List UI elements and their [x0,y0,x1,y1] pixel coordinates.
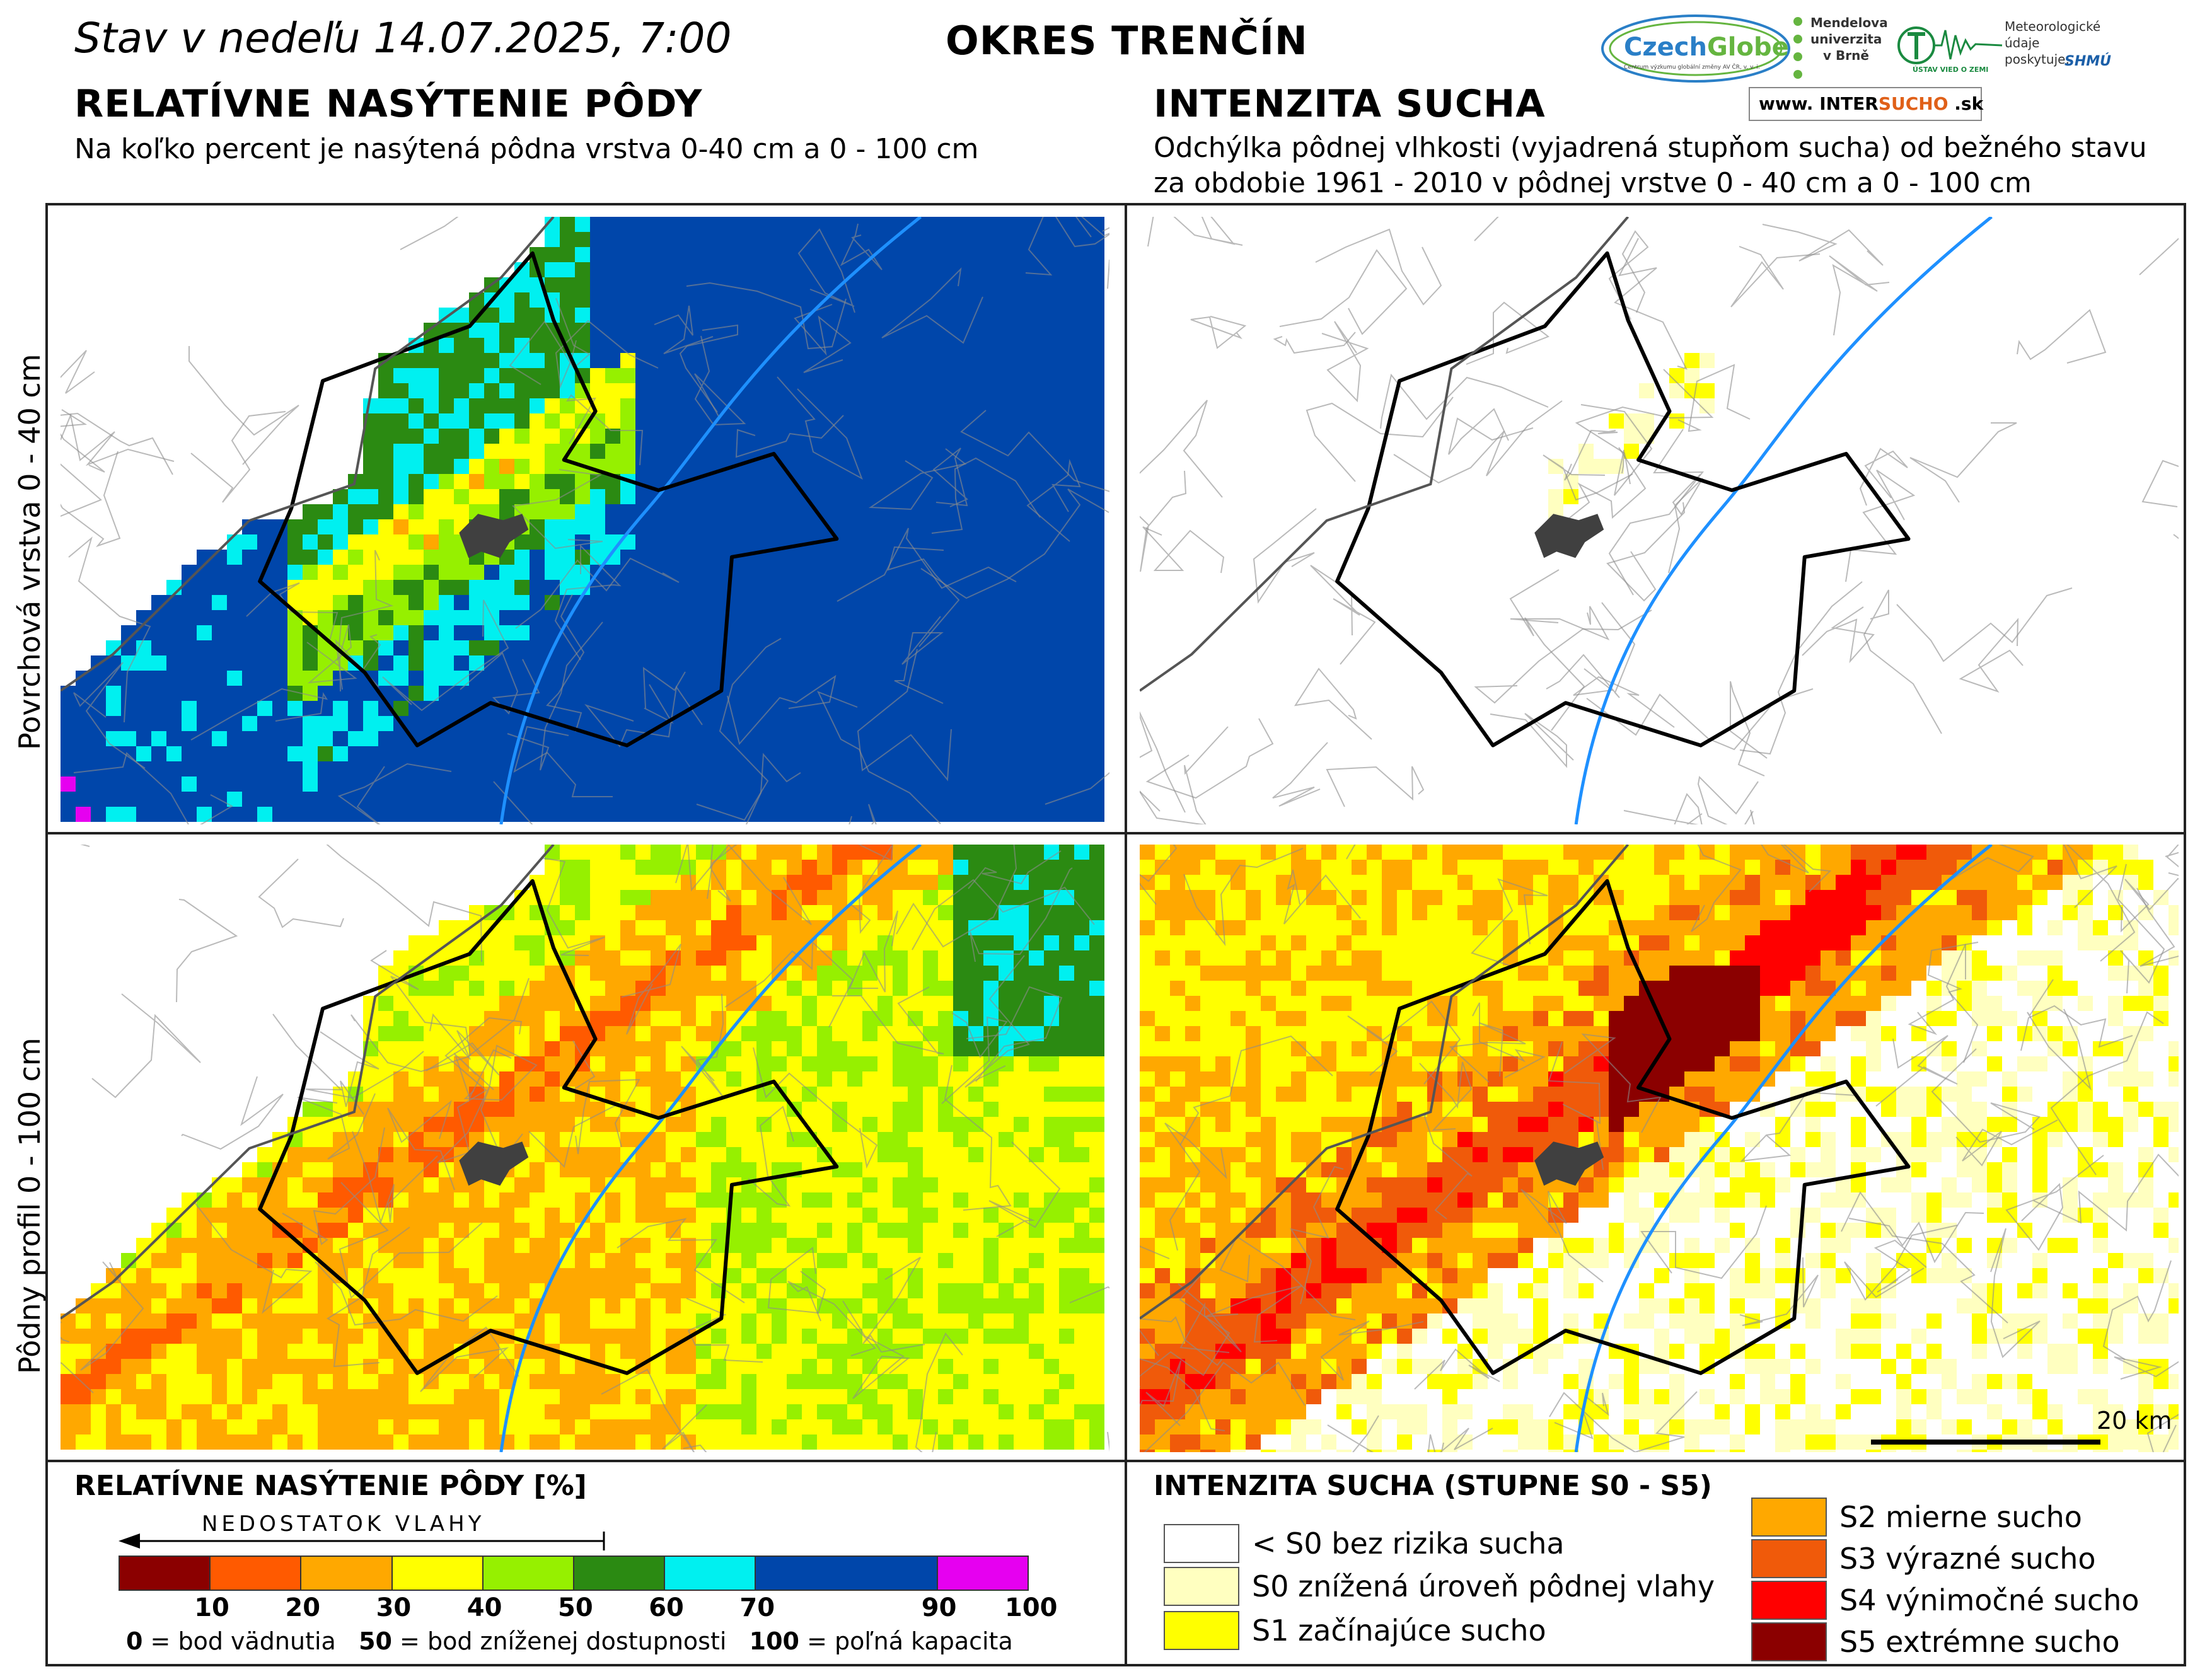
drought-label-2: S1 začínajúce sucho [1252,1613,1546,1648]
saturation-swatch-70-90 [755,1556,938,1591]
drought-section-subtitle-1: Odchýlka pôdnej vlhkosti (vyjadrená stup… [1154,132,2147,164]
meteo-provider[interactable]: Meteorologické údaje poskytuje: SHMÚ [2005,19,2143,88]
saturation-section-title: RELATÍVNE NASÝTENIE PÔDY [74,82,703,126]
note-0-value: 0 [126,1627,143,1655]
mendel-logo[interactable]: Mendelova univerzita v Brně [1790,14,1897,89]
drought-label-1: S0 znížená úroveň pôdnej vlahy [1252,1569,1715,1603]
saturation-tick-30: 30 [376,1593,412,1622]
saturation-swatch-40-50 [482,1556,574,1591]
map-drought-topsoil[interactable] [1140,217,2179,824]
drought-swatch-2 [1164,1611,1239,1650]
saturation-swatch-60-70 [664,1556,756,1591]
moisture-deficit-label: NEDOSTATOK VLAHY [202,1511,485,1537]
saturation-swatch-30-40 [391,1556,484,1591]
report-date: Stav v nedeľu 14.07.2025, 7:00 [74,14,732,62]
frame-center [1125,203,1127,1666]
ustav-vied-o-zemi-logo[interactable]: ÚSTAV VIED O ZEMI [1897,21,2005,84]
saturation-tick-90: 90 [921,1593,957,1622]
saturation-legend-title: RELATÍVNE NASÝTENIE PÔDY [%] [74,1470,587,1502]
partner-logos: CzechGlobe Centrum výzkumu globální změn… [1601,9,2137,122]
frame-legend-top [45,1460,2186,1462]
mendel-line-2: univerzita [1810,32,1882,47]
note-50-text: = bod zníženej dostupnosti [391,1627,727,1655]
saturation-tick-60: 60 [649,1593,684,1622]
drought-swatch-0 [1164,1524,1239,1563]
saturation-swatch-0-10 [119,1556,211,1591]
note-100-value: 100 [749,1627,799,1655]
czechglobe-name: CzechGlobe [1624,33,1789,62]
drought-label-5: S4 výnimočné sucho [1839,1583,2140,1617]
saturation-legend-notes: 0 = bod vädnutia 50 = bod zníženej dostu… [126,1627,1013,1655]
saturation-swatch-90-100 [936,1556,1029,1591]
drought-label-3: S2 mierne sucho [1839,1500,2082,1534]
czechglobe-globe-icon [1601,14,1790,83]
district-title: OKRES TRENČÍN [946,18,1308,64]
frame-mid [45,832,2186,834]
saturation-swatch-10-20 [209,1556,302,1591]
czechglobe-name-a: Czech [1624,33,1707,62]
map-drought-profile[interactable] [1140,845,2179,1452]
scale-bar-label: 20 km [2097,1407,2172,1434]
drought-label-0: < S0 bez rizika sucha [1252,1527,1565,1561]
drought-swatch-1 [1164,1567,1239,1606]
drought-section-title: INTENZITA SUCHA [1154,82,1546,126]
saturation-tick-70: 70 [739,1593,775,1622]
row-label-profile: Pôdny profil 0 - 100 cm [13,1037,47,1374]
saturation-tick-40: 40 [466,1593,502,1622]
scale-bar [1871,1440,2100,1445]
drought-swatch-4 [1751,1539,1827,1578]
saturation-tick-20: 20 [285,1593,321,1622]
mendel-dots-icon [1793,17,1802,79]
moisture-deficit-arrow-icon [119,1532,605,1550]
drought-legend-title: INTENZITA SUCHA (STUPNE S0 - S5) [1154,1470,1712,1502]
note-50-value: 50 [359,1627,392,1655]
frame-top [45,203,2186,205]
intersucho-web-link[interactable]: www. INTERSUCHO .sk [1749,87,1984,121]
drought-section-subtitle-2: za obdobie 1961 - 2010 v pôdnej vrstve 0… [1154,167,2032,199]
czechglobe-tagline: Centrum výzkumu globální změny AV ČR, v.… [1624,64,1760,71]
meteo-line-2: údaje [2005,35,2040,50]
map-saturation-topsoil[interactable] [61,217,1109,824]
frame-left [45,203,48,1666]
drought-swatch-5 [1751,1581,1827,1620]
map-saturation-profile[interactable] [61,845,1109,1452]
drought-label-6: S5 extrémne sucho [1839,1625,2120,1659]
drought-topsoil-raster [1140,217,2179,824]
web-accent: SUCHO [1878,93,1949,114]
saturation-topsoil-raster [61,217,1109,824]
drought-label-4: S3 výrazné sucho [1839,1542,2096,1576]
meteo-line-3: poskytuje: [2005,52,2070,67]
saturation-tick-10: 10 [194,1593,229,1622]
saturation-swatch-50-60 [573,1556,666,1591]
shmu-logo: SHMÚ [2064,54,2112,69]
saturation-section-subtitle: Na koľko percent je nasýtená pôdna vrstv… [74,133,979,165]
ustav-label: ÚSTAV VIED O ZEMI [1913,66,1989,74]
saturation-swatch-20-30 [300,1556,393,1591]
drought-swatch-6 [1751,1622,1827,1661]
czechglobe-logo[interactable]: CzechGlobe Centrum výzkumu globální změn… [1601,14,1790,83]
czechglobe-name-b: Globe [1706,33,1789,62]
frame-bottom [45,1664,2186,1666]
note-0-text: = bod vädnutia [142,1627,336,1655]
drought-swatch-3 [1751,1498,1827,1537]
saturation-tick-100: 100 [1005,1593,1058,1622]
mendel-line-3: v Brně [1823,48,1869,63]
web-prefix: www. INTER [1759,93,1879,114]
meteo-line-1: Meteorologické [2005,19,2101,34]
note-100-text: = poľná kapacita [799,1627,1013,1655]
mendel-line-1: Mendelova [1810,15,1888,30]
saturation-profile-raster [61,845,1109,1452]
drought-profile-raster [1140,845,2179,1452]
seismograph-icon [1897,26,2003,64]
frame-right [2184,203,2186,1666]
saturation-tick-50: 50 [558,1593,593,1622]
row-label-topsoil: Povrchová vrstva 0 - 40 cm [13,354,47,750]
web-suffix: .sk [1948,93,1984,114]
